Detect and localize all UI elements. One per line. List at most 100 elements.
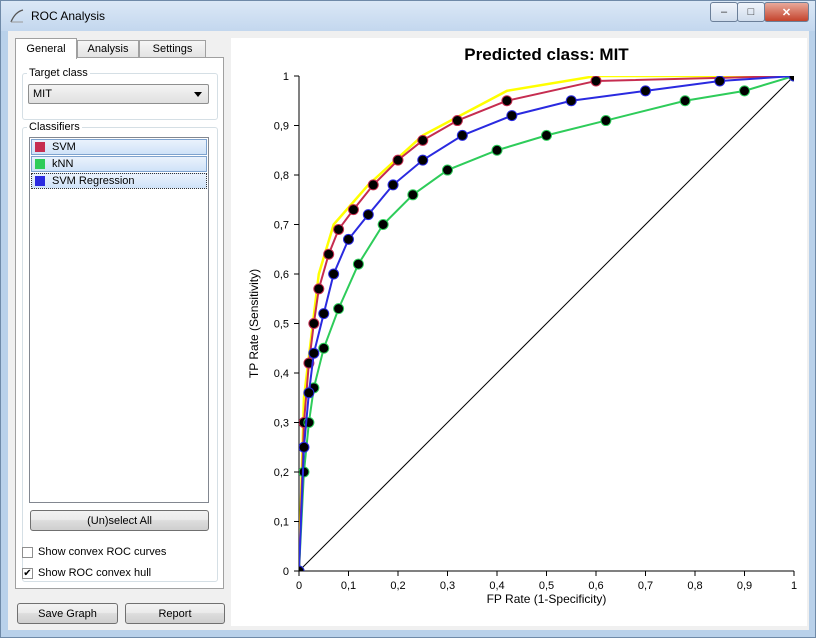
data-point-svm-regression xyxy=(417,154,429,166)
chevron-down-icon xyxy=(194,92,202,97)
maximize-button[interactable]: □ xyxy=(737,2,765,22)
series-line-knn xyxy=(299,76,794,571)
target-class-group: Target class xyxy=(22,67,218,120)
data-point-svm-regression xyxy=(565,95,577,107)
y-tick-label: 0,7 xyxy=(274,220,289,232)
data-point-svm-regression xyxy=(362,209,374,221)
tab-analysis[interactable]: Analysis xyxy=(77,40,139,57)
unselect-all-button[interactable]: (Un)select All xyxy=(30,510,209,531)
classifier-label: kNN xyxy=(52,158,74,170)
x-tick-label: 0,9 xyxy=(737,580,752,592)
series-line-svm-regression xyxy=(299,76,794,571)
y-tick-label: 0,4 xyxy=(274,368,289,380)
data-point-knn xyxy=(679,95,691,107)
y-tick-label: 0,6 xyxy=(274,269,289,281)
data-point-svm xyxy=(308,318,320,329)
report-button[interactable]: Report xyxy=(125,603,225,624)
classifiers-title: Classifiers xyxy=(27,121,82,133)
client-area: General Analysis Settings Target class C… xyxy=(8,31,809,630)
data-point-svm xyxy=(333,223,345,235)
roc-chart[interactable]: Predicted class: MIT 0 0,1 0,2 0,3 0,4 0,5 0,6 0… xyxy=(231,38,807,626)
show-roc-convex-hull-label: Show ROC convex hull xyxy=(38,567,152,579)
y-tick-label: 0,3 xyxy=(274,418,289,430)
target-class-select[interactable]: MIT xyxy=(28,84,209,104)
data-point-svm-regression xyxy=(318,308,330,320)
data-point-knn xyxy=(442,164,453,176)
svm-color-swatch xyxy=(35,142,45,152)
data-point-svm-regression xyxy=(714,76,726,87)
data-point-svm xyxy=(323,248,335,260)
y-axis-label: TP Rate (Sensitivity) xyxy=(247,269,261,378)
diagonal-line xyxy=(299,76,794,571)
y-tick-label: 0,8 xyxy=(274,170,289,182)
data-point-svm xyxy=(417,134,429,146)
data-point-svm xyxy=(367,179,379,191)
data-point-knn xyxy=(352,258,364,270)
y-tick-label: 0,9 xyxy=(274,121,289,133)
y-tick-label: 0 xyxy=(283,566,289,578)
chart-title: Predicted class: MIT xyxy=(464,45,629,64)
y-tick-label: 0,5 xyxy=(274,319,289,331)
tab-general[interactable]: General xyxy=(15,38,77,59)
data-point-knn xyxy=(541,129,552,141)
classifiers-group: Classifiers xyxy=(22,121,218,582)
data-point-knn xyxy=(333,303,345,315)
data-point-svm-regression xyxy=(299,441,310,453)
data-point-knn xyxy=(491,144,503,156)
x-tick-label: 0,5 xyxy=(539,580,554,592)
data-point-svm-regression xyxy=(788,76,794,82)
data-point-svm-regression xyxy=(299,565,305,571)
classifiers-list[interactable]: SVM kNN SVM Regression xyxy=(29,137,209,503)
classifier-label: SVM xyxy=(52,141,76,153)
classifier-item-knn[interactable]: kNN xyxy=(31,156,207,172)
data-point-svm-regression xyxy=(308,347,320,359)
checkmark-icon: ✔ xyxy=(23,568,32,579)
app-icon xyxy=(10,9,24,23)
data-point-svm xyxy=(501,95,513,107)
data-point-knn xyxy=(600,115,612,127)
title-bar[interactable]: ROC Analysis – □ ✕ xyxy=(1,1,815,31)
data-point-svm xyxy=(392,154,404,166)
data-point-knn xyxy=(739,85,750,97)
show-convex-roc-curves-checkbox[interactable] xyxy=(22,547,33,558)
x-tick-label: 0,2 xyxy=(390,580,405,592)
data-point-knn xyxy=(407,189,419,201)
x-tick-label: 0,1 xyxy=(341,580,356,592)
data-point-svm-regression xyxy=(328,268,340,280)
show-roc-convex-hull-checkbox[interactable]: ✔ xyxy=(22,568,33,579)
data-point-svm-regression xyxy=(303,387,315,399)
data-point-svm-regression xyxy=(506,110,518,122)
x-tick-label: 0,6 xyxy=(588,580,603,592)
data-point-svm-regression xyxy=(343,233,354,245)
data-point-svm xyxy=(313,283,325,295)
close-button[interactable]: ✕ xyxy=(764,2,809,22)
data-point-knn xyxy=(377,219,389,230)
data-point-svm-regression xyxy=(456,129,468,141)
target-class-value: MIT xyxy=(33,88,52,100)
y-tick-label: 0,1 xyxy=(274,517,289,529)
window-title: ROC Analysis xyxy=(31,9,106,23)
classifier-item-svm-regression[interactable]: SVM Regression xyxy=(31,173,207,189)
knn-color-swatch xyxy=(35,159,45,169)
tab-settings[interactable]: Settings xyxy=(139,40,206,57)
data-point-svm xyxy=(347,204,359,216)
data-point-knn xyxy=(318,342,330,354)
x-axis-label: FP Rate (1-Specificity) xyxy=(487,592,607,606)
save-graph-button[interactable]: Save Graph xyxy=(17,603,118,624)
minimize-button[interactable]: – xyxy=(710,2,738,22)
x-tick-label: 0,3 xyxy=(440,580,455,592)
show-convex-roc-curves-label: Show convex ROC curves xyxy=(38,546,167,558)
classifier-item-svm[interactable]: SVM xyxy=(31,139,207,155)
data-point-svm xyxy=(451,115,463,127)
x-tick-label: 0 xyxy=(296,580,302,592)
x-tick-label: 0,4 xyxy=(489,580,504,592)
y-tick-label: 0,2 xyxy=(274,467,289,479)
data-point-svm-regression xyxy=(387,179,399,191)
plot-marks xyxy=(299,76,794,571)
x-tick-label: 1 xyxy=(791,580,797,592)
y-tick-label: 1 xyxy=(283,71,289,83)
data-point-svm xyxy=(590,76,602,87)
data-point-svm-regression xyxy=(640,85,651,97)
target-class-title: Target class xyxy=(27,67,90,79)
